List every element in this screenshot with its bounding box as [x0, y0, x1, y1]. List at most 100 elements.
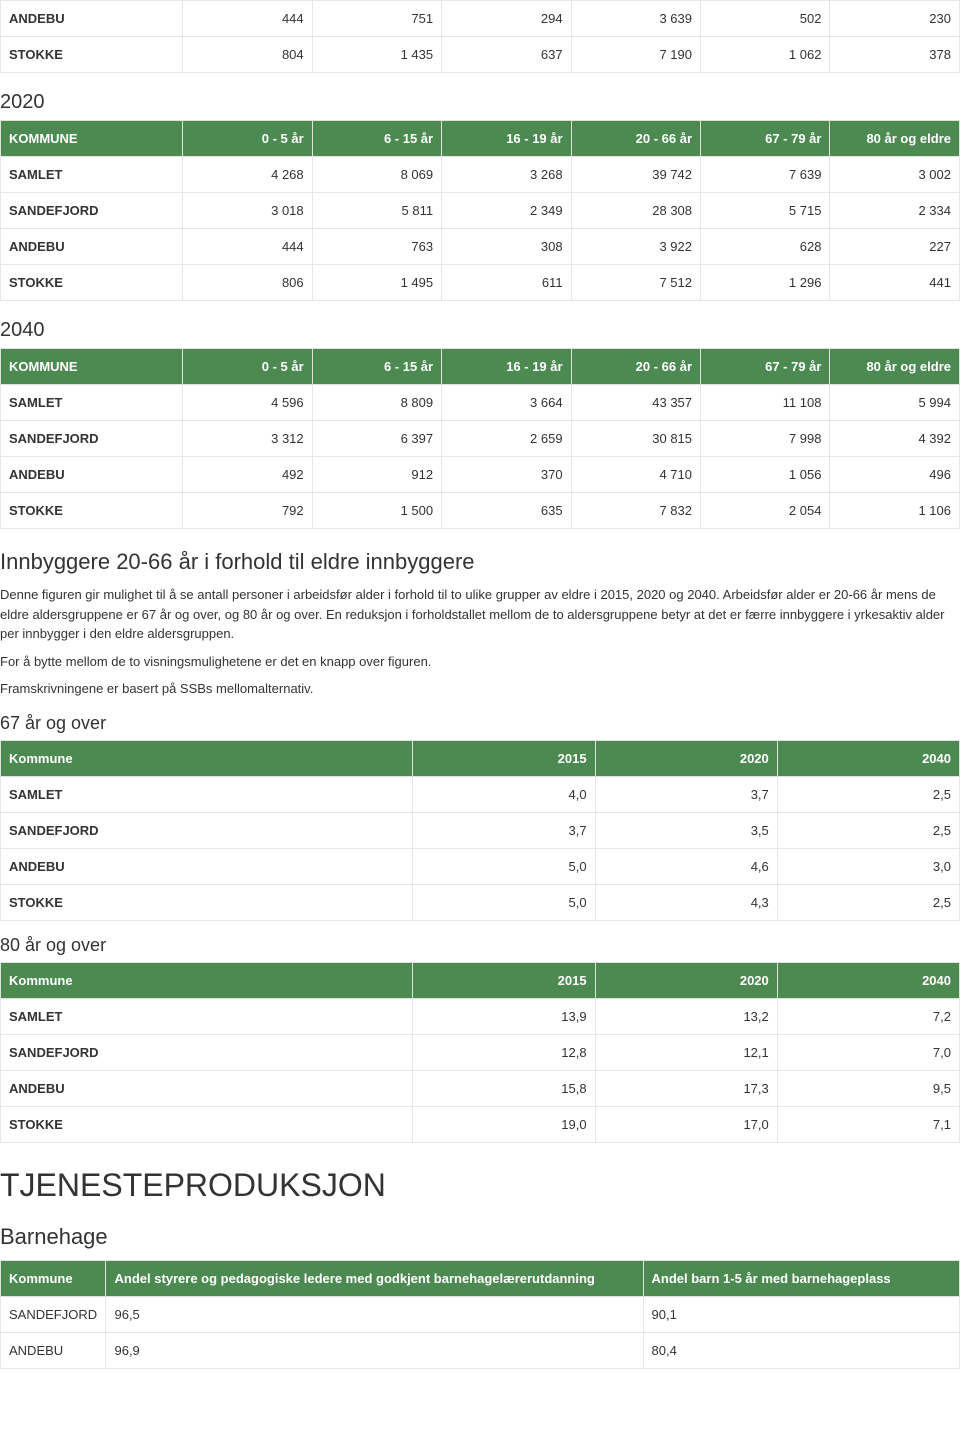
cell-value: 4,3 — [595, 884, 777, 920]
column-header: 20 - 66 år — [571, 349, 700, 385]
cell-value: 1 056 — [701, 457, 830, 493]
cell-value: 4,6 — [595, 848, 777, 884]
cell-value: 8 809 — [312, 385, 441, 421]
cell-value: 2,5 — [777, 812, 959, 848]
column-header: Kommune — [1, 962, 413, 998]
group-80-heading: 80 år og over — [0, 935, 960, 956]
row-label: STOKKE — [1, 884, 413, 920]
row-label: SANDEFJORD — [1, 193, 183, 229]
column-header: 67 - 79 år — [701, 349, 830, 385]
cell-value: 3,0 — [777, 848, 959, 884]
table-row: STOKKE8041 4356377 1901 062378 — [1, 37, 960, 73]
cell-value: 3 018 — [183, 193, 312, 229]
ratio-table-80: Kommune201520202040 SAMLET13,913,27,2SAN… — [0, 962, 960, 1143]
cell-value: 751 — [312, 1, 441, 37]
ratio-description-3: Framskrivningene er basert på SSBs mello… — [0, 679, 960, 699]
cell-value: 4,0 — [413, 776, 595, 812]
cell-value: 230 — [830, 1, 960, 37]
column-header: 0 - 5 år — [183, 121, 312, 157]
cell-value: 2 054 — [701, 493, 830, 529]
column-header: Andel styrere og pedagogiske ledere med … — [106, 1260, 643, 1296]
row-label: SANDEFJORD — [1, 1296, 106, 1332]
cell-value: 792 — [183, 493, 312, 529]
column-header: 6 - 15 år — [312, 349, 441, 385]
cell-value: 7,2 — [777, 998, 959, 1034]
cell-value: 1 296 — [701, 265, 830, 301]
table-row: ANDEBU4447633083 922628227 — [1, 229, 960, 265]
tjenesteproduksjon-heading: TJENESTEPRODUKSJON — [0, 1167, 960, 1204]
cell-value: 7 512 — [571, 265, 700, 301]
column-header: 0 - 5 år — [183, 349, 312, 385]
cell-value: 3 268 — [442, 157, 571, 193]
cell-value: 4 392 — [830, 421, 960, 457]
cell-value: 763 — [312, 229, 441, 265]
table-body: ANDEBU4447512943 639502230STOKKE8041 435… — [1, 1, 960, 73]
cell-value: 7 832 — [571, 493, 700, 529]
row-label: SAMLET — [1, 157, 183, 193]
cell-value: 4 710 — [571, 457, 700, 493]
cell-value: 96,9 — [106, 1332, 643, 1368]
column-header: 80 år og eldre — [830, 121, 960, 157]
cell-value: 39 742 — [571, 157, 700, 193]
cell-value: 502 — [701, 1, 830, 37]
cell-value: 13,9 — [413, 998, 595, 1034]
cell-value: 2,5 — [777, 884, 959, 920]
column-header: KOMMUNE — [1, 349, 183, 385]
cell-value: 2 659 — [442, 421, 571, 457]
table-row: SANDEFJORD96,590,1 — [1, 1296, 960, 1332]
cell-value: 496 — [830, 457, 960, 493]
table-row: SAMLET13,913,27,2 — [1, 998, 960, 1034]
ratio-description-1: Denne figuren gir mulighet til å se anta… — [0, 585, 960, 644]
cell-value: 43 357 — [571, 385, 700, 421]
cell-value: 3,7 — [413, 812, 595, 848]
table-row: ANDEBU4929123704 7101 056496 — [1, 457, 960, 493]
column-header: 6 - 15 år — [312, 121, 441, 157]
column-header: Kommune — [1, 1260, 106, 1296]
table-row: ANDEBU96,980,4 — [1, 1332, 960, 1368]
cell-value: 2,5 — [777, 776, 959, 812]
table-row: SANDEFJORD12,812,17,0 — [1, 1034, 960, 1070]
cell-value: 19,0 — [413, 1106, 595, 1142]
cell-value: 1 500 — [312, 493, 441, 529]
cell-value: 3 922 — [571, 229, 700, 265]
table-row: STOKKE7921 5006357 8322 0541 106 — [1, 493, 960, 529]
cell-value: 30 815 — [571, 421, 700, 457]
table-row: ANDEBU15,817,39,5 — [1, 1070, 960, 1106]
cell-value: 8 069 — [312, 157, 441, 193]
cell-value: 1 495 — [312, 265, 441, 301]
cell-value: 96,5 — [106, 1296, 643, 1332]
row-label: ANDEBU — [1, 457, 183, 493]
ratio-section-heading: Innbyggere 20-66 år i forhold til eldre … — [0, 549, 960, 575]
column-header: Kommune — [1, 740, 413, 776]
cell-value: 2 334 — [830, 193, 960, 229]
table-row: SAMLET4 5968 8093 66443 35711 1085 994 — [1, 385, 960, 421]
cell-value: 90,1 — [643, 1296, 959, 1332]
row-label: STOKKE — [1, 37, 183, 73]
cell-value: 7,0 — [777, 1034, 959, 1070]
column-header: 20 - 66 år — [571, 121, 700, 157]
age-table-2040: KOMMUNE0 - 5 år6 - 15 år16 - 19 år20 - 6… — [0, 348, 960, 529]
cell-value: 5 811 — [312, 193, 441, 229]
cell-value: 3 639 — [571, 1, 700, 37]
table-row: SAMLET4,03,72,5 — [1, 776, 960, 812]
table-row: STOKKE19,017,07,1 — [1, 1106, 960, 1142]
row-label: STOKKE — [1, 493, 183, 529]
cell-value: 4 596 — [183, 385, 312, 421]
cell-value: 227 — [830, 229, 960, 265]
cell-value: 1 062 — [701, 37, 830, 73]
barnehage-heading: Barnehage — [0, 1224, 960, 1250]
year-2020-heading: 2020 — [0, 91, 960, 114]
cell-value: 6 397 — [312, 421, 441, 457]
cell-value: 611 — [442, 265, 571, 301]
column-header: 2015 — [413, 962, 595, 998]
column-header: 2020 — [595, 962, 777, 998]
age-table-fragment: ANDEBU4447512943 639502230STOKKE8041 435… — [0, 0, 960, 73]
cell-value: 492 — [183, 457, 312, 493]
ratio-table-67: Kommune201520202040 SAMLET4,03,72,5SANDE… — [0, 740, 960, 921]
column-header: 16 - 19 år — [442, 349, 571, 385]
cell-value: 11 108 — [701, 385, 830, 421]
cell-value: 1 106 — [830, 493, 960, 529]
cell-value: 17,0 — [595, 1106, 777, 1142]
cell-value: 5 715 — [701, 193, 830, 229]
year-2040-heading: 2040 — [0, 319, 960, 342]
